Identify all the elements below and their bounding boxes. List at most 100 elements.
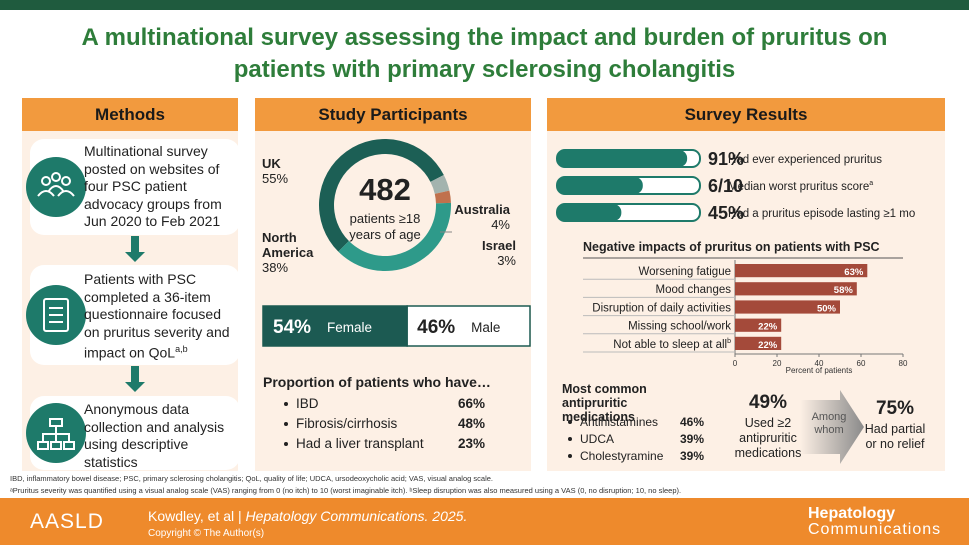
multi-use-value: 49%: [748, 392, 788, 413]
region-value: 3%: [497, 253, 516, 268]
x-tick-label: 40: [815, 359, 824, 368]
brand-line: Hepatology: [808, 505, 896, 522]
bar-value-label: 22%: [758, 322, 778, 333]
sex-name: Female: [327, 320, 372, 335]
journal: Hepatology Communications. 2025.: [245, 508, 468, 524]
x-tick-label: 20: [773, 359, 782, 368]
category: Not able to sleep at all: [613, 339, 727, 351]
footnote-ref: b: [727, 338, 731, 345]
y-tick-label: Missing school/work: [628, 321, 731, 333]
sex-value: 46%: [417, 317, 455, 338]
separator: |: [238, 508, 242, 524]
results-heading: Survey Results: [547, 98, 945, 131]
proportion-heading: Proportion of patients who have…: [263, 374, 491, 390]
proportion-name: IBD: [296, 396, 319, 411]
x-tick-label: 0: [733, 359, 738, 368]
among-arrow: [800, 390, 864, 464]
bullet: [284, 422, 288, 426]
stat-fill: [557, 204, 622, 221]
stat-value: 91%: [708, 149, 744, 169]
sex-name: Male: [471, 320, 500, 335]
proportion-value: 23%: [458, 436, 485, 451]
y-tick-label: Disruption of daily activities: [592, 302, 731, 314]
medications-heading: Most common antipruritic medications: [562, 382, 647, 424]
region-label: UK 55%: [262, 156, 342, 186]
total: 482: [359, 172, 411, 207]
stat-value: 6/10: [708, 176, 743, 196]
bullet: [568, 437, 572, 441]
bar-value-label: 63%: [844, 267, 864, 278]
bar: [735, 264, 868, 278]
bullet: [284, 442, 288, 446]
relief-text: Had partial or no relief: [864, 422, 926, 451]
bar-value-label: 50%: [817, 303, 837, 314]
donut-segment: [319, 139, 444, 252]
footnote-ref: a,b: [175, 344, 188, 354]
category: Disruption of daily activities: [592, 302, 731, 314]
methods-heading: Methods: [22, 98, 238, 131]
proportion-value: 48%: [458, 416, 485, 431]
medication-name: UDCA: [580, 432, 614, 446]
donut-segment: [338, 202, 451, 271]
method-step: Patients with PSC completed a 36-item qu…: [84, 271, 230, 361]
bar-value-label: 58%: [834, 285, 854, 296]
chart-title: Negative impacts of pruritus on patients…: [583, 240, 880, 254]
title: A multinational survey assessing the imp…: [81, 24, 888, 83]
participants-heading: Study Participants: [255, 98, 531, 131]
donut-segment: [434, 190, 451, 204]
region-name: North America: [262, 230, 314, 260]
relief-value: 75%: [875, 398, 915, 419]
footnote: ᵃPruritus severity was quantified using …: [10, 486, 682, 495]
method-step: Multinational survey posted on websites …: [84, 143, 222, 229]
medication-value: 39%: [680, 432, 704, 446]
method-boxes: [30, 139, 240, 470]
method-step: Anonymous data collection and analysis u…: [84, 401, 225, 470]
footnote: IBD, inflammatory bowel disease; PSC, pr…: [10, 474, 493, 483]
region-value: 38%: [262, 260, 289, 275]
category: Worsening fatigue: [639, 266, 731, 278]
proportion-name: Had a liver transplant: [296, 436, 424, 451]
category: Missing school/work: [628, 321, 731, 333]
y-tick-label: Not able to sleep at allb: [613, 338, 731, 351]
stat-text: Had ever experienced pruritus: [728, 154, 882, 166]
stat-label: Median worst pruritus score: [728, 181, 869, 193]
y-tick-label: Worsening fatigue: [639, 266, 731, 278]
region-label: Australia 4%: [430, 202, 510, 232]
category: Mood changes: [656, 284, 732, 296]
region-label: North America 38%: [262, 230, 322, 275]
bullet: [568, 454, 572, 458]
bullet: [284, 402, 288, 406]
stat-label: Had ever experienced pruritus: [728, 154, 882, 166]
stat-text: Had a pruritus episode lasting ≥1 mo: [728, 208, 915, 220]
stat-value: 45%: [708, 203, 744, 223]
bar: [735, 300, 840, 314]
multi-use-text: Used ≥2 antipruritic medications: [734, 416, 802, 460]
top-band: [0, 0, 969, 10]
sex-value: 54%: [273, 317, 311, 338]
medication-value: 39%: [680, 449, 704, 463]
sex-bar: [406, 305, 531, 347]
region-value: 4%: [491, 217, 510, 232]
region-value: 55%: [262, 171, 289, 186]
brand: Hepatology Communications: [808, 506, 941, 538]
medication-name: Cholestyramine: [580, 449, 664, 463]
total-caption: patients ≥18 years of age: [349, 211, 421, 242]
x-axis-label: Percent of patients: [785, 366, 853, 375]
copyright: Copyright © The Author(s): [148, 528, 265, 539]
footer: [0, 498, 969, 545]
connector: Among whom: [811, 411, 847, 436]
citation: Kowdley, et al | Hepatology Communicatio…: [148, 508, 467, 524]
x-tick-label: 80: [899, 359, 908, 368]
donut-segment: [430, 175, 450, 194]
stat-fill: [557, 150, 688, 167]
y-tick-label: Mood changes: [656, 284, 732, 296]
bar: [735, 318, 782, 332]
medication-value: 46%: [680, 415, 704, 429]
region-label: Israel 3%: [436, 238, 516, 268]
region-name: UK: [262, 156, 281, 171]
bar-value-label: 22%: [758, 340, 778, 351]
authors: Kowdley, et al: [148, 508, 235, 524]
logo: AASLD: [30, 510, 104, 533]
